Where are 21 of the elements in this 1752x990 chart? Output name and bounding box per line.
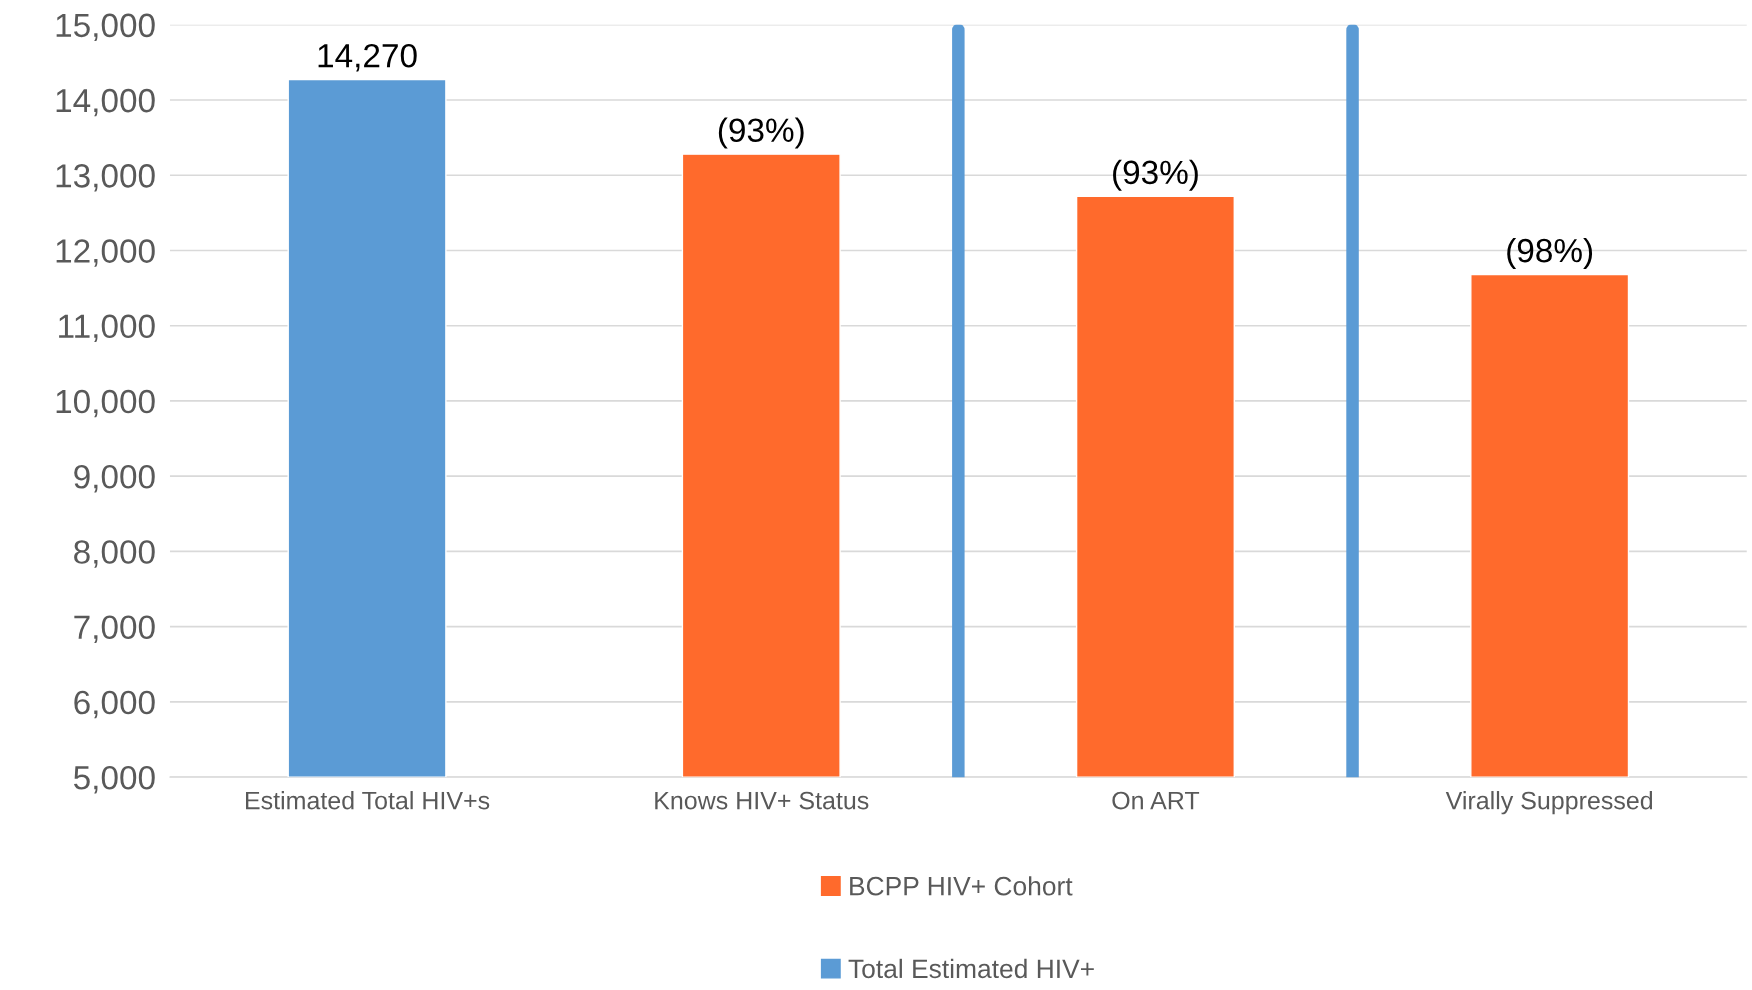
x-tick-label: Virally Suppressed: [1445, 791, 1653, 815]
y-tick-label: 15,000: [56, 13, 155, 42]
y-tick-label: 7,000: [74, 615, 155, 644]
y-tick-label: 10,000: [56, 389, 155, 418]
y-tick-label: 6,000: [74, 690, 155, 719]
annotation: (98%): [1507, 237, 1593, 269]
y-tick-label: 12,000: [56, 239, 155, 267]
y-tick-label: 14,000: [56, 88, 155, 117]
legend-label: Total Estimated HIV+: [848, 958, 1094, 979]
x-tick-label: Knows HIV+ Status: [655, 791, 869, 810]
x-tick-label: On ART: [1112, 791, 1200, 810]
y-tick-label: 5,000: [73, 765, 155, 794]
y-tick-label: 13,000: [56, 164, 155, 192]
y-tick-label: 11,000: [59, 314, 155, 343]
x-tick-label: Estimated Total HIV+s: [246, 791, 490, 810]
annotation: (93%): [1113, 159, 1198, 191]
annotation: (93%): [718, 117, 804, 149]
data-label: 14,270: [318, 43, 417, 72]
y-tick-label: 8,000: [74, 540, 155, 568]
legend-label: BCPP HIV+ Cohort: [850, 876, 1073, 896]
y-tick-label: 9,000: [74, 464, 155, 493]
